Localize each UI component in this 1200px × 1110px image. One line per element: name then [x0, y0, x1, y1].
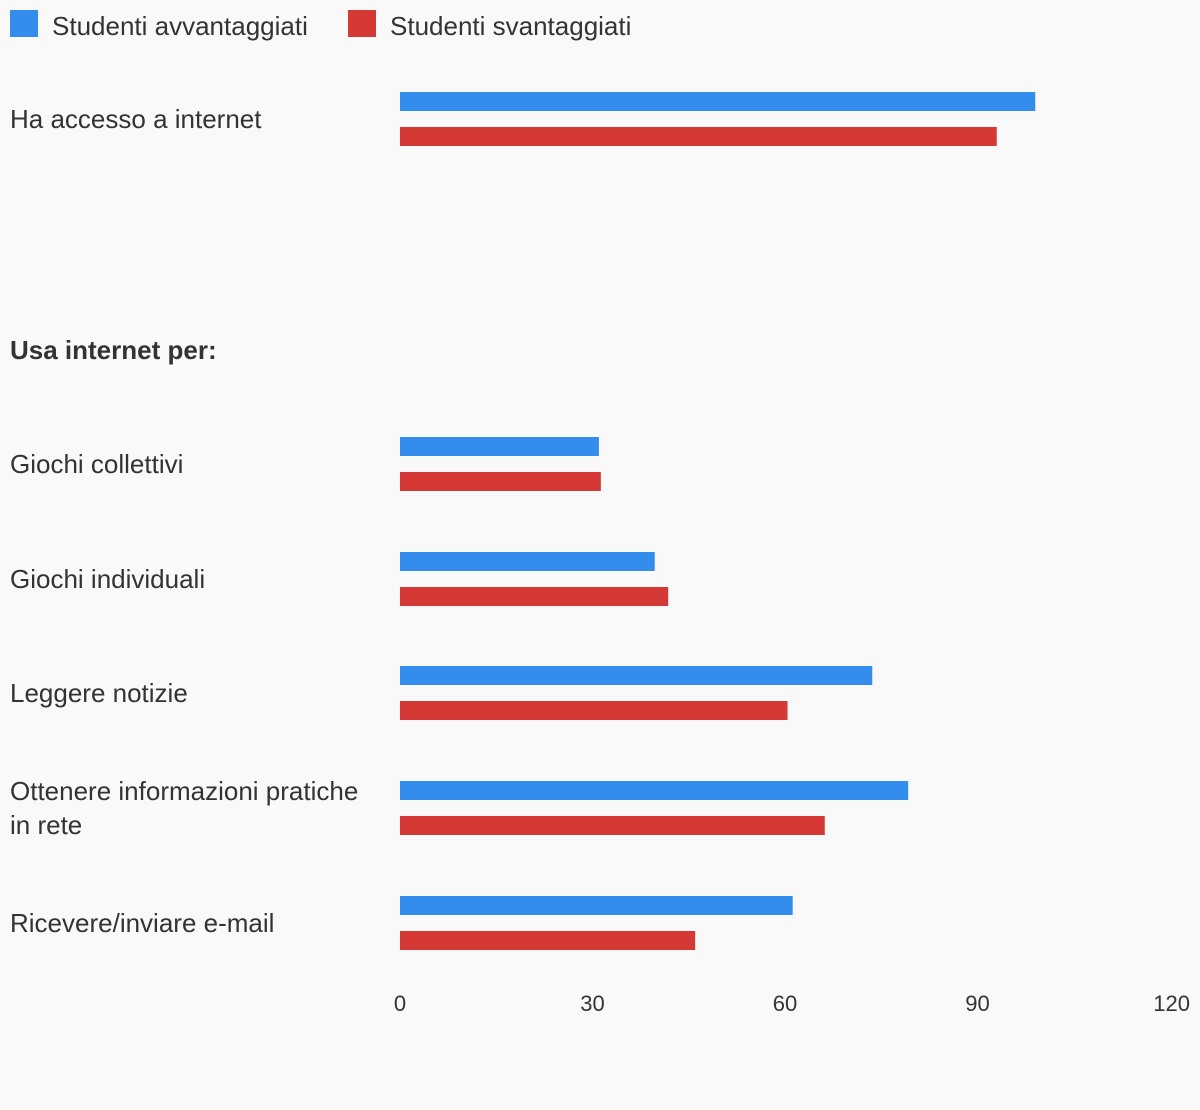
bar-avvantaggiati — [400, 896, 793, 915]
bar-svantaggiati — [400, 816, 825, 835]
bar-avvantaggiati — [400, 92, 1036, 111]
bar-svantaggiati — [400, 127, 997, 146]
bar-svantaggiati — [400, 587, 669, 606]
legend-label-1: Studenti avvantaggiati — [52, 11, 308, 41]
category-label: Ottenere informazioni pratiche in rete — [10, 776, 358, 840]
category-labels: Ha accesso a internet Usa internet per: Gi… — [10, 104, 358, 938]
x-tick-label: 60 — [773, 991, 797, 1016]
category-label: Ha accesso a internet — [10, 104, 262, 134]
legend-label-2: Studenti svantaggiati — [390, 11, 631, 41]
bar-avvantaggiati — [400, 437, 599, 456]
category-label: Giochi individuali — [10, 564, 205, 594]
x-tick-label: 0 — [394, 991, 406, 1016]
category-label: Giochi collettivi — [10, 449, 183, 479]
category-label: Ricevere/inviare e-mail — [10, 908, 274, 938]
bar-svantaggiati — [400, 701, 788, 720]
x-axis: 0 30 60 90 120 — [394, 991, 1190, 1016]
legend: Studenti avvantaggiati Studenti svantaggi… — [10, 10, 631, 41]
legend-swatch-2 — [348, 10, 376, 37]
legend-swatch-1 — [10, 10, 38, 37]
bar-svantaggiati — [400, 472, 601, 491]
category-label: Leggere notizie — [10, 678, 188, 708]
x-tick-label: 90 — [965, 991, 989, 1016]
x-tick-label: 30 — [580, 991, 604, 1016]
bar-svantaggiati — [400, 931, 696, 950]
x-tick-label: 120 — [1153, 991, 1190, 1016]
bar-avvantaggiati — [400, 666, 873, 685]
section-header: Usa internet per: — [10, 335, 217, 365]
bar-avvantaggiati — [400, 552, 655, 571]
bars — [400, 92, 1036, 950]
bar-avvantaggiati — [400, 781, 909, 800]
